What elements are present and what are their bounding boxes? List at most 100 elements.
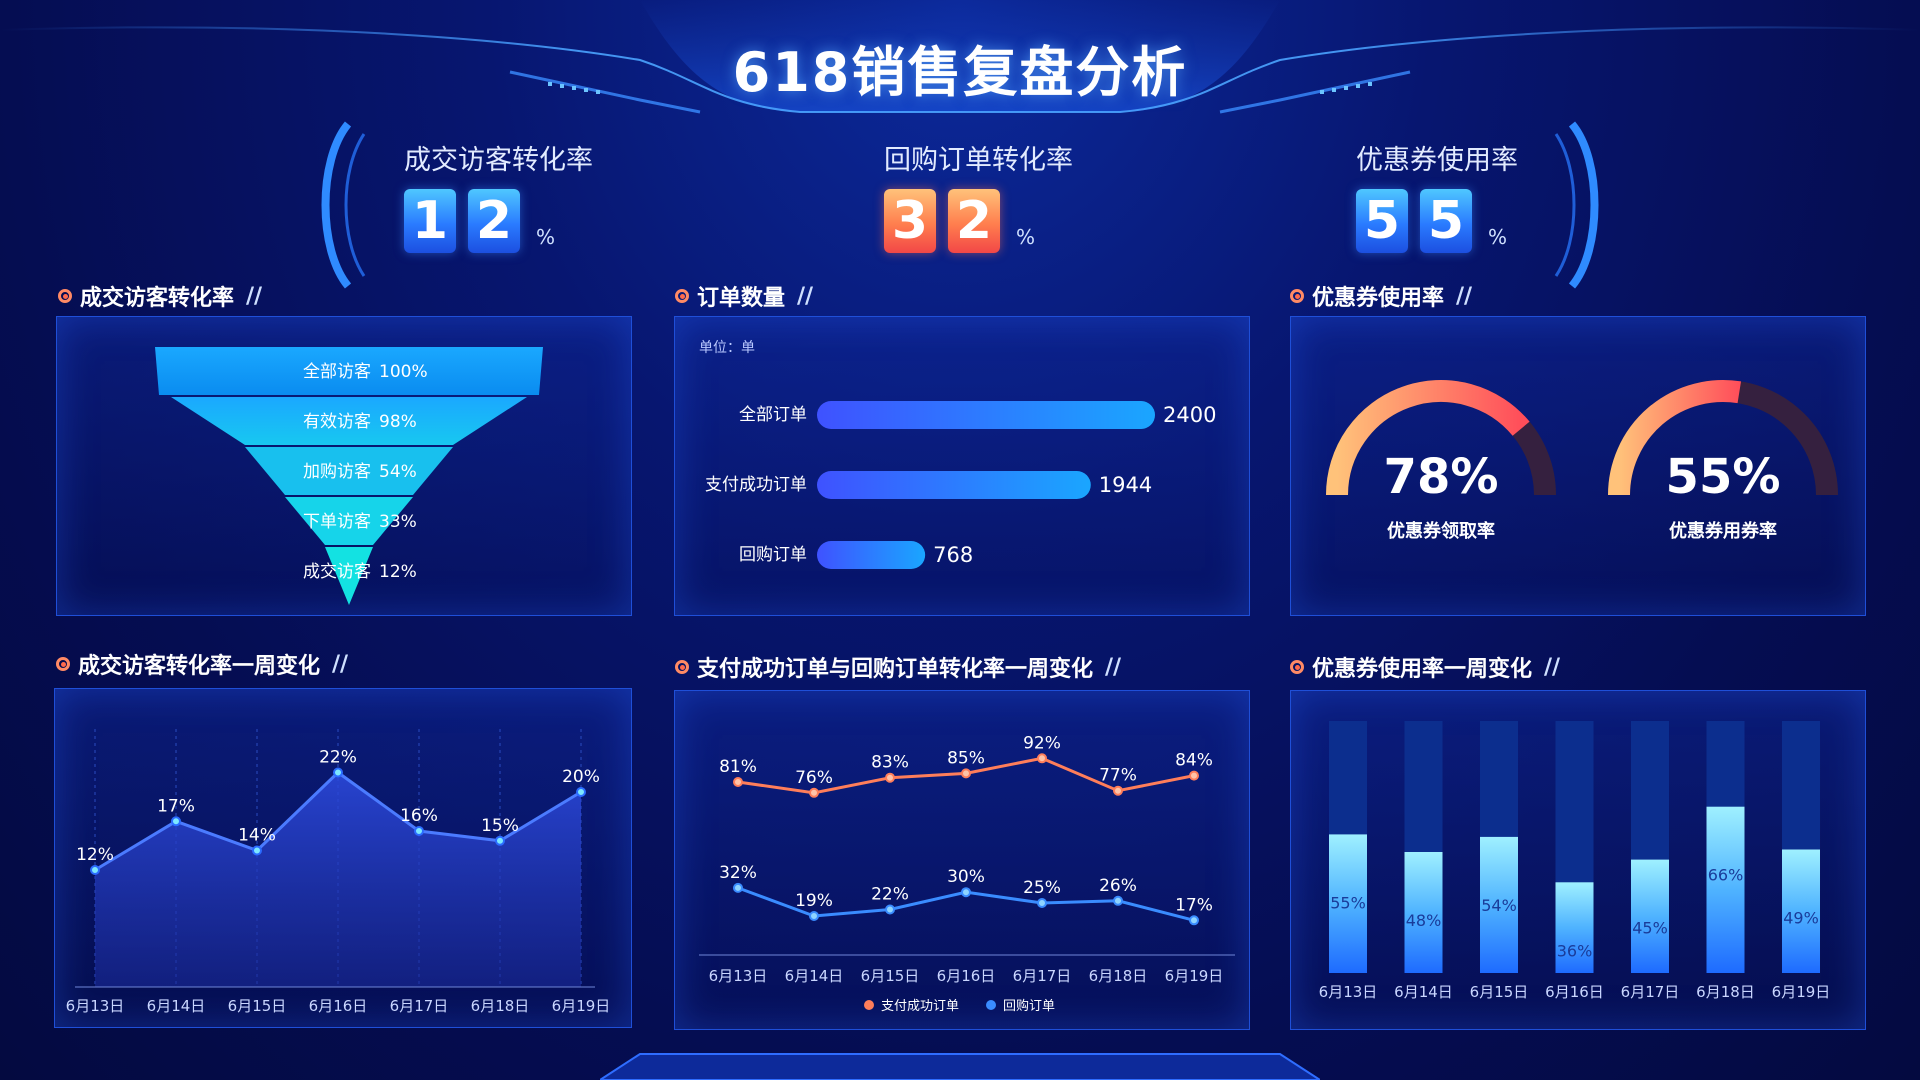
bar-category-label: 回购订单: [739, 545, 807, 565]
bar-value-label: 48%: [1406, 911, 1442, 930]
section-slash: //: [1105, 654, 1122, 680]
kpi-digit: 1: [404, 189, 456, 253]
x-tick-label: 6月16日: [1545, 983, 1604, 1001]
section-slash: //: [1544, 654, 1561, 680]
bullet-icon: [58, 289, 72, 303]
series-point: [1189, 770, 1199, 781]
x-tick-label: 6月17日: [390, 997, 449, 1015]
footer-decoration: [600, 1053, 1320, 1080]
x-tick-label: 6月19日: [1772, 983, 1831, 1001]
section-slash: //: [1456, 283, 1473, 309]
point-value-label: 25%: [1023, 878, 1061, 898]
x-tick-label: 6月14日: [147, 997, 206, 1015]
section-title-text: 优惠券使用率一周变化: [1312, 657, 1533, 682]
area-point: [90, 865, 100, 875]
kpi-right-bracket: [1554, 121, 1599, 289]
section-title-funnel: 成交访客转化率 //: [58, 280, 262, 312]
bar-value-label: 36%: [1557, 941, 1593, 960]
section-slash: //: [332, 651, 349, 677]
series-point: [1113, 785, 1123, 796]
area-point: [333, 767, 343, 778]
point-value-label: 22%: [871, 885, 909, 905]
area-point: [576, 787, 586, 797]
point-value-label: 22%: [319, 748, 357, 768]
funnel-label: 下单访客: [303, 512, 371, 532]
legend-swatch: [864, 1000, 874, 1010]
kpi-label: 优惠券使用率: [1356, 145, 1518, 176]
x-tick-label: 6月13日: [1319, 983, 1378, 1001]
coupon-gauge-chart: 78% 优惠券领取率 55% 优惠券用券率: [1326, 380, 1838, 542]
funnel-label: 有效访客: [303, 412, 371, 432]
series-point: [885, 904, 895, 915]
bar-category-label: 支付成功订单: [705, 475, 807, 495]
panel-funnel: 全部访客 100% 有效访客 98% 加购访客 54% 下单访客 33% 成交访客 12%: [56, 316, 632, 616]
kpi-digit: 2: [948, 189, 1000, 253]
funnel-label: 加购访客: [303, 462, 371, 482]
area-point: [171, 816, 181, 827]
point-value-label: 81%: [719, 757, 757, 777]
section-slash: //: [246, 283, 263, 309]
gauge-value-arc: [1608, 380, 1742, 496]
series-point: [1037, 898, 1047, 908]
x-tick-label: 6月15日: [228, 997, 287, 1015]
x-tick-label: 6月16日: [309, 997, 368, 1015]
x-tick-label: 6月19日: [1165, 967, 1224, 985]
bar-value-label: 55%: [1330, 893, 1366, 912]
bar: [1404, 852, 1443, 973]
panel-coupon-gauges: 78% 优惠券领取率 55% 优惠券用券率: [1290, 316, 1866, 616]
section-title-text: 成交访客转化率: [80, 286, 235, 311]
bar: [1706, 806, 1745, 973]
panel-orders: 单位：单 全部订单 2400 支付成功订单 1944 回购订单 768: [674, 316, 1250, 616]
x-tick-label: 6月18日: [1089, 967, 1148, 985]
gauge-label: 优惠券用券率: [1669, 520, 1777, 542]
panel-lines: 81% 76% 83% 85% 92% 77% 84% 32% 19% 22% 30% 25% 26% 1…: [674, 690, 1250, 1030]
gauge-value-label: 78%: [1384, 449, 1499, 505]
point-value-label: 30%: [947, 867, 985, 887]
section-title-coupon-week: 优惠券使用率一周变化 //: [1290, 651, 1560, 683]
funnel-value-label: 98%: [379, 412, 417, 432]
bar: [1329, 834, 1367, 973]
funnel-value-label: 12%: [379, 562, 417, 582]
point-value-label: 14%: [238, 826, 276, 846]
kpi-left-bracket: [321, 121, 366, 289]
section-title-text: 订单数量: [697, 286, 786, 311]
coupon-week-bar-chart: 55% 6月13日 48% 6月14日 54% 6月15日 36% 6月16日 45% 6月17日…: [1319, 721, 1831, 1001]
series-point: [885, 772, 895, 783]
section-title-text: 支付成功订单与回购订单转化率一周变化: [697, 657, 1094, 682]
section-title-area: 成交访客转化率一周变化 //: [56, 648, 348, 680]
bar-category-label: 全部订单: [739, 405, 807, 425]
x-tick-label: 6月18日: [471, 997, 530, 1015]
funnel-value-label: 100%: [379, 362, 428, 382]
kpi-repurchase-conversion: 回购订单转化率 3 2 %: [884, 138, 1184, 253]
funnel-value-label: 54%: [379, 462, 417, 482]
x-tick-label: 6月14日: [1394, 983, 1453, 1001]
bar: [817, 541, 926, 569]
series-point: [809, 911, 819, 921]
legend-label: 回购订单: [1003, 998, 1055, 1014]
area-point: [495, 835, 505, 846]
section-title-text: 成交访客转化率一周变化: [78, 654, 321, 679]
x-tick-label: 6月13日: [709, 967, 768, 985]
point-value-label: 26%: [1099, 876, 1137, 896]
bullet-icon: [1290, 289, 1304, 303]
point-value-label: 85%: [947, 748, 985, 768]
kpi-unit: %: [536, 225, 556, 249]
funnel-segment: [155, 347, 543, 395]
bar-value-label: 768: [933, 543, 973, 567]
section-slash: //: [797, 283, 814, 309]
point-value-label: 19%: [795, 891, 833, 911]
bar-value-label: 1944: [1099, 473, 1152, 497]
section-title-coupon: 优惠券使用率 //: [1290, 280, 1472, 312]
point-value-label: 12%: [76, 845, 114, 865]
area-point: [252, 845, 262, 856]
point-value-label: 76%: [795, 768, 833, 788]
bar: [1480, 836, 1518, 973]
point-value-label: 17%: [1175, 895, 1213, 915]
kpi-digit: 5: [1356, 189, 1408, 253]
point-value-label: 83%: [871, 753, 909, 773]
bar-value-label: 2400: [1163, 403, 1216, 427]
point-value-label: 77%: [1099, 766, 1137, 786]
funnel-label: 全部访客: [303, 362, 371, 382]
gauge-value-label: 55%: [1666, 449, 1781, 505]
